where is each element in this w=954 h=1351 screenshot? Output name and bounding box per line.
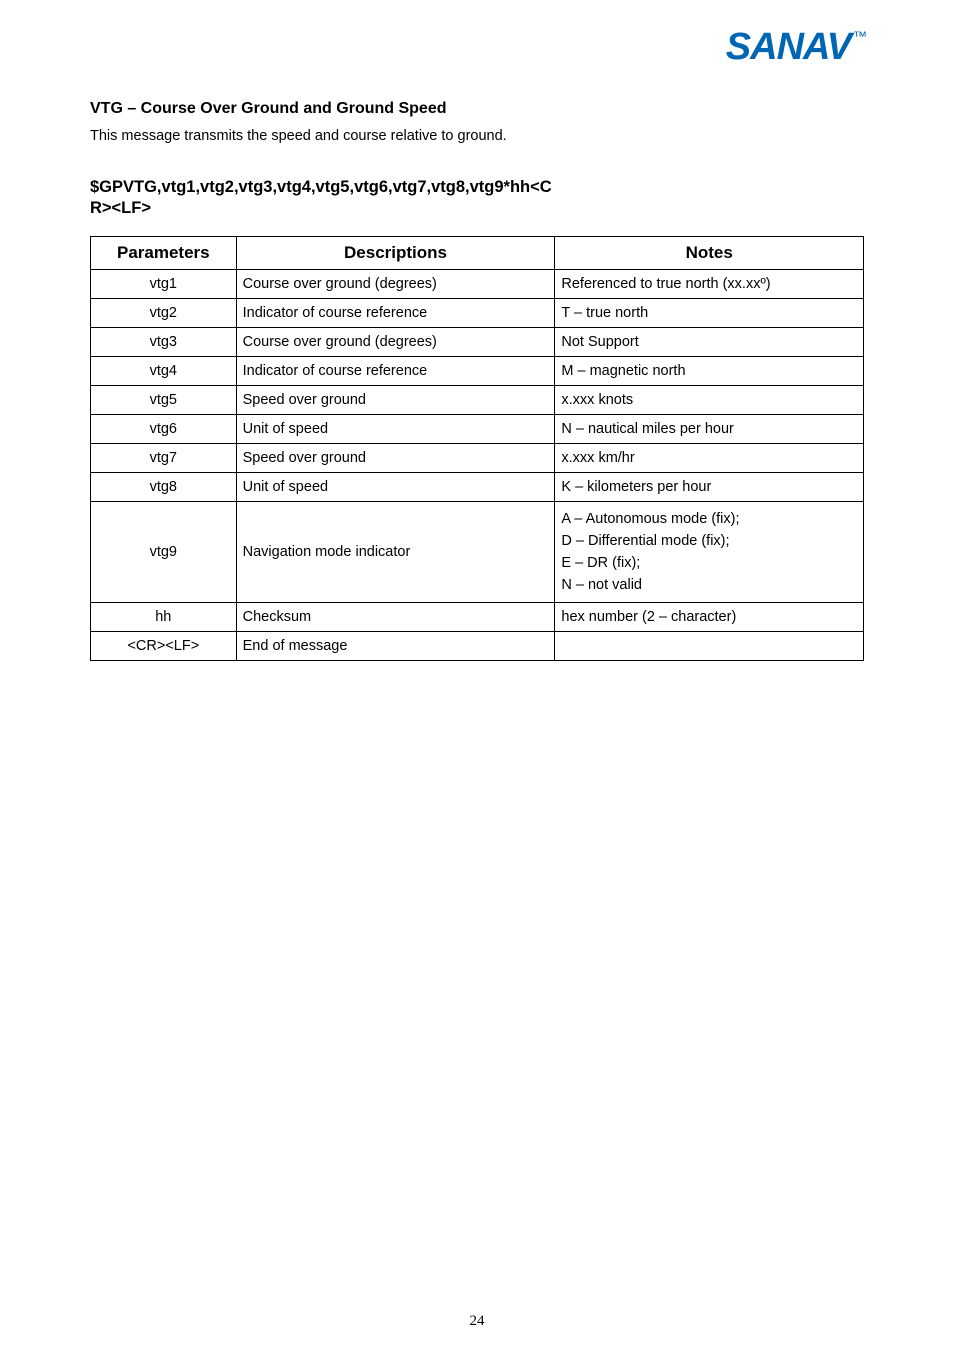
logo-text: SANAV bbox=[726, 26, 851, 68]
table-row: <CR><LF>End of message bbox=[91, 632, 864, 661]
notes-line: A – Autonomous mode (fix); bbox=[561, 508, 857, 530]
section-heading: VTG – Course Over Ground and Ground Spee… bbox=[90, 100, 864, 118]
table-row: vtg6Unit of speedN – nautical miles per … bbox=[91, 415, 864, 444]
cell-notes: hex number (2 – character) bbox=[555, 603, 864, 632]
table-row: vtg9Navigation mode indicatorA – Autonom… bbox=[91, 502, 864, 603]
page-container: SANAV™ VTG – Course Over Ground and Grou… bbox=[0, 0, 954, 1350]
table-row: vtg7Speed over groundx.xxx km/hr bbox=[91, 444, 864, 473]
cell-description: Speed over ground bbox=[236, 444, 555, 473]
cell-notes: M – magnetic north bbox=[555, 357, 864, 386]
nmea-sentence-line1: $GPVTG,vtg1,vtg2,vtg3,vtg4,vtg5,vtg6,vtg… bbox=[90, 178, 864, 197]
col-header-notes: Notes bbox=[555, 237, 864, 270]
cell-parameter: hh bbox=[91, 603, 237, 632]
cell-parameter: vtg2 bbox=[91, 299, 237, 328]
cell-parameter: vtg7 bbox=[91, 444, 237, 473]
notes-line: D – Differential mode (fix); bbox=[561, 530, 857, 552]
table-row: vtg1Course over ground (degrees)Referenc… bbox=[91, 270, 864, 299]
cell-notes: Referenced to true north (xx.xxº) bbox=[555, 270, 864, 299]
table-header-row: Parameters Descriptions Notes bbox=[91, 237, 864, 270]
cell-parameter: vtg5 bbox=[91, 386, 237, 415]
cell-parameter: vtg1 bbox=[91, 270, 237, 299]
cell-notes: x.xxx knots bbox=[555, 386, 864, 415]
cell-parameter: vtg8 bbox=[91, 473, 237, 502]
cell-parameter: vtg9 bbox=[91, 502, 237, 603]
cell-description: Navigation mode indicator bbox=[236, 502, 555, 603]
cell-parameter: vtg4 bbox=[91, 357, 237, 386]
table-row: hhChecksumhex number (2 – character) bbox=[91, 603, 864, 632]
table-row: vtg2Indicator of course referenceT – tru… bbox=[91, 299, 864, 328]
cell-parameter: vtg6 bbox=[91, 415, 237, 444]
table-row: vtg3Course over ground (degrees)Not Supp… bbox=[91, 328, 864, 357]
cell-description: Unit of speed bbox=[236, 415, 555, 444]
cell-description: Checksum bbox=[236, 603, 555, 632]
cell-description: Speed over ground bbox=[236, 386, 555, 415]
page-number: 24 bbox=[0, 1313, 954, 1330]
notes-line: N – not valid bbox=[561, 574, 857, 596]
vtg-parameters-table: Parameters Descriptions Notes vtg1Course… bbox=[90, 236, 864, 661]
col-header-parameters: Parameters bbox=[91, 237, 237, 270]
col-header-descriptions: Descriptions bbox=[236, 237, 555, 270]
table-body: vtg1Course over ground (degrees)Referenc… bbox=[91, 270, 864, 661]
cell-parameter: vtg3 bbox=[91, 328, 237, 357]
cell-description: Course over ground (degrees) bbox=[236, 328, 555, 357]
cell-description: Unit of speed bbox=[236, 473, 555, 502]
cell-parameter: <CR><LF> bbox=[91, 632, 237, 661]
cell-description: End of message bbox=[236, 632, 555, 661]
cell-description: Course over ground (degrees) bbox=[236, 270, 555, 299]
logo-tm: ™ bbox=[853, 28, 866, 44]
cell-notes: T – true north bbox=[555, 299, 864, 328]
intro-text: This message transmits the speed and cou… bbox=[90, 128, 864, 144]
cell-notes bbox=[555, 632, 864, 661]
cell-notes: x.xxx km/hr bbox=[555, 444, 864, 473]
cell-notes: Not Support bbox=[555, 328, 864, 357]
cell-notes: K – kilometers per hour bbox=[555, 473, 864, 502]
cell-description: Indicator of course reference bbox=[236, 299, 555, 328]
cell-description: Indicator of course reference bbox=[236, 357, 555, 386]
nmea-sentence-line2: R><LF> bbox=[90, 199, 864, 218]
table-row: vtg8Unit of speedK – kilometers per hour bbox=[91, 473, 864, 502]
brand-logo: SANAV™ bbox=[726, 26, 864, 69]
cell-notes: A – Autonomous mode (fix);D – Differenti… bbox=[555, 502, 864, 603]
table-row: vtg4Indicator of course referenceM – mag… bbox=[91, 357, 864, 386]
notes-line: E – DR (fix); bbox=[561, 552, 857, 574]
cell-notes: N – nautical miles per hour bbox=[555, 415, 864, 444]
table-row: vtg5Speed over groundx.xxx knots bbox=[91, 386, 864, 415]
